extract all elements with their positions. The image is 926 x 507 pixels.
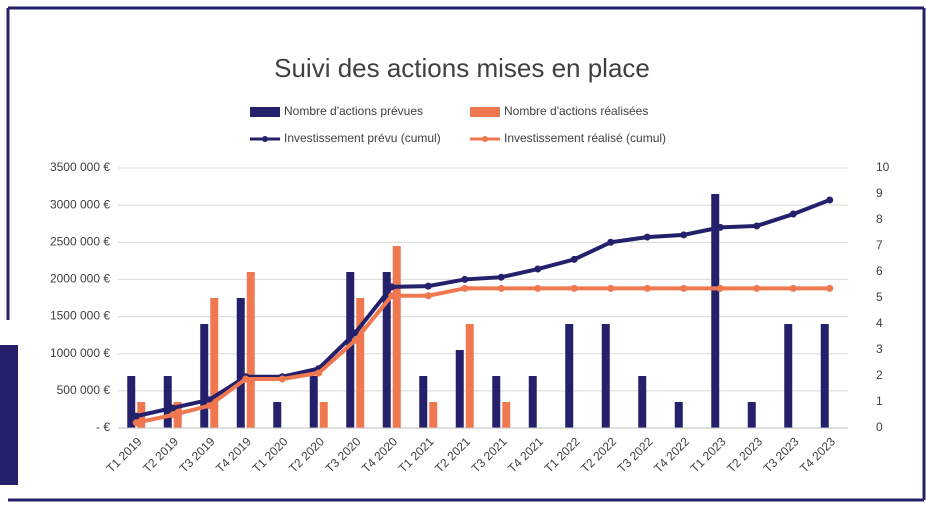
bar <box>465 324 474 428</box>
bar <box>163 376 172 428</box>
point <box>388 292 396 300</box>
y2-tick-label: 1 <box>876 394 883 408</box>
bar <box>392 246 401 428</box>
bar <box>455 350 464 428</box>
y-tick-label: 2000 000 € <box>50 272 110 286</box>
bar <box>346 272 355 428</box>
point <box>132 419 140 427</box>
bar <box>319 402 328 428</box>
bar <box>747 402 756 428</box>
legend-swatch <box>250 107 280 117</box>
point <box>534 284 542 292</box>
bar <box>601 324 610 428</box>
bar <box>638 376 647 428</box>
y2-tick-label: 9 <box>876 186 883 200</box>
legend-label: Investissement prévu (cumul) <box>284 131 441 145</box>
point <box>643 233 651 241</box>
y2-tick-label: 2 <box>876 368 883 382</box>
point <box>826 196 834 204</box>
bar <box>127 376 136 428</box>
bar <box>200 324 209 428</box>
point <box>789 210 797 218</box>
bar <box>236 298 245 428</box>
point <box>351 329 359 337</box>
y2-tick-label: 6 <box>876 264 883 278</box>
bar <box>492 376 501 428</box>
point <box>716 223 724 231</box>
bar <box>382 272 391 428</box>
bar <box>674 402 683 428</box>
point <box>242 375 250 383</box>
chart-title: Suivi des actions mises en place <box>274 53 650 83</box>
y-tick-label: 1000 000 € <box>50 346 110 360</box>
y2-tick-label: 4 <box>876 316 883 330</box>
y-tick-label: 3500 000 € <box>50 160 110 174</box>
point <box>205 402 213 410</box>
y-tick-label: 3000 000 € <box>50 197 110 211</box>
y-tick-label: 500 000 € <box>57 383 111 397</box>
point <box>497 273 505 281</box>
bar <box>309 376 318 428</box>
bar <box>784 324 793 428</box>
point <box>132 412 140 420</box>
bar <box>565 324 574 428</box>
point <box>680 284 688 292</box>
point <box>497 284 505 292</box>
y2-tick-label: 3 <box>876 342 883 356</box>
y2-tick-label: 10 <box>876 160 890 174</box>
point <box>388 283 396 291</box>
point <box>753 222 761 230</box>
frame <box>6 6 926 502</box>
point <box>424 292 432 300</box>
legend-swatch <box>470 107 500 117</box>
point <box>169 411 177 419</box>
point <box>205 396 213 404</box>
y-tick-label: - € <box>96 420 110 434</box>
point <box>278 375 286 383</box>
bar <box>356 298 365 428</box>
legend-label: Nombre d'actions prévues <box>284 104 423 118</box>
y2-tick-label: 5 <box>876 290 883 304</box>
point <box>570 284 578 292</box>
point <box>461 284 469 292</box>
point <box>826 284 834 292</box>
legend-swatch <box>482 136 488 142</box>
y-tick-label: 2500 000 € <box>50 234 110 248</box>
bar <box>711 194 720 428</box>
point <box>753 284 761 292</box>
bar <box>210 298 219 428</box>
point <box>680 231 688 239</box>
bar <box>820 324 829 428</box>
bar <box>502 402 511 428</box>
y2-tick-label: 0 <box>876 420 883 434</box>
legend-label: Investissement réalisé (cumul) <box>504 131 666 145</box>
side-decoration <box>0 345 18 485</box>
point <box>351 336 359 344</box>
y-tick-label: 1500 000 € <box>50 309 110 323</box>
line <box>135 198 831 419</box>
bar <box>273 402 282 428</box>
y2-tick-label: 7 <box>876 238 883 252</box>
bar <box>429 402 438 428</box>
legend-label: Nombre d'actions réalisées <box>504 104 648 118</box>
point <box>607 238 615 246</box>
point <box>643 284 651 292</box>
bar <box>246 272 255 428</box>
point <box>424 282 432 290</box>
bar <box>528 376 537 428</box>
bar <box>419 376 428 428</box>
point <box>169 404 177 412</box>
point <box>716 284 724 292</box>
legend-swatch <box>262 136 268 142</box>
line <box>135 286 830 425</box>
point <box>789 284 797 292</box>
y2-tick-label: 8 <box>876 212 883 226</box>
point <box>534 265 542 273</box>
point <box>315 369 323 377</box>
point <box>607 284 615 292</box>
point <box>461 275 469 283</box>
point <box>570 255 578 263</box>
